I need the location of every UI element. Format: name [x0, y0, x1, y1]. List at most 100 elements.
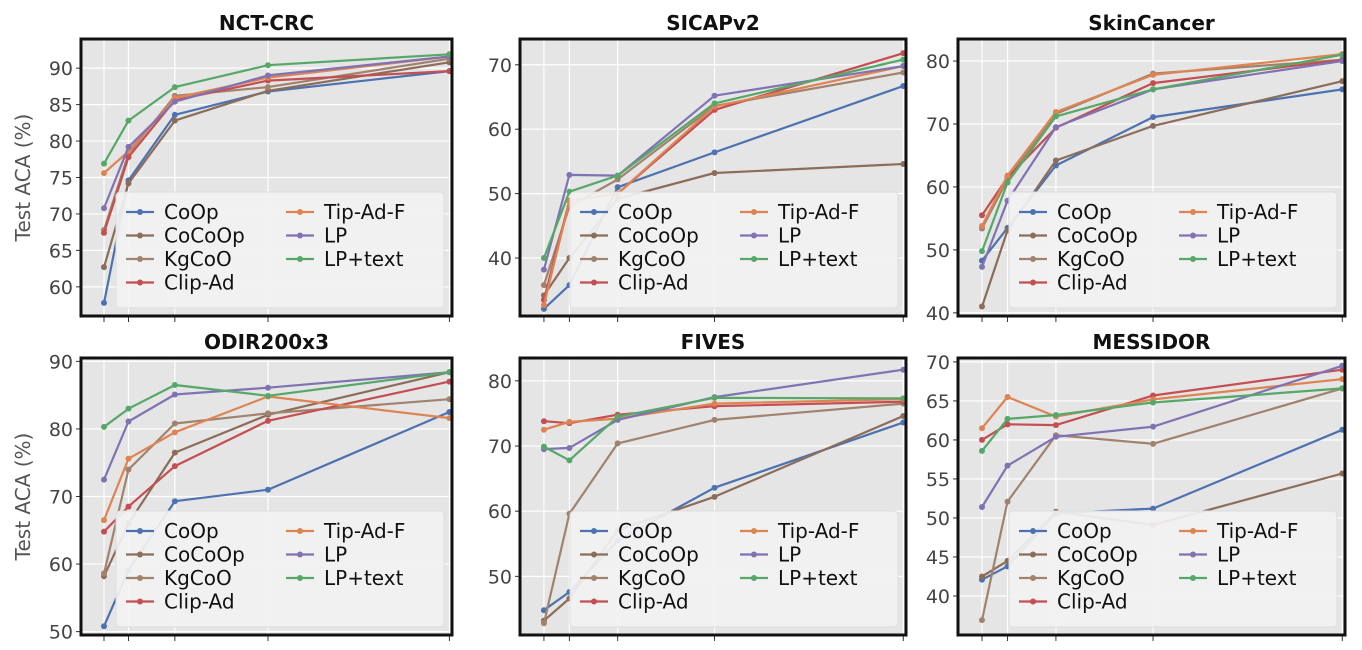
legend-marker	[137, 575, 143, 581]
legend-label: KgCoO	[164, 566, 232, 590]
legend-box	[1008, 510, 1338, 628]
data-point	[614, 184, 621, 191]
legend-marker	[137, 551, 143, 558]
y-tick-label: 80	[488, 371, 512, 393]
legend-label: CoOp	[618, 200, 673, 224]
legend-marker	[751, 232, 757, 239]
data-point	[264, 72, 271, 79]
legend-label: LP	[778, 224, 801, 248]
data-point	[711, 149, 718, 156]
y-tick-label: 90	[49, 58, 73, 80]
y-tick-label: 70	[49, 204, 73, 226]
legend-box	[569, 510, 899, 628]
data-point	[171, 449, 178, 456]
legend-marker	[1190, 575, 1196, 581]
y-tick-label: 70	[488, 436, 512, 458]
data-point	[711, 100, 718, 107]
data-point	[1004, 415, 1011, 422]
legend-label: Clip-Ad	[164, 590, 235, 614]
data-point	[1150, 80, 1157, 87]
data-point	[566, 444, 573, 451]
data-point	[1150, 86, 1157, 93]
y-tick-label: 70	[926, 352, 950, 374]
legend-label: Clip-Ad	[1057, 590, 1128, 614]
y-tick-label: 80	[926, 51, 950, 73]
legend-marker	[751, 551, 757, 558]
legend-marker	[297, 256, 303, 262]
y-tick-label: 50	[488, 184, 512, 206]
data-point	[1150, 114, 1157, 121]
legend-label: LP	[324, 543, 347, 567]
legend-box	[569, 191, 899, 309]
legend-label: KgCoO	[164, 247, 232, 271]
legend-marker	[1030, 575, 1036, 581]
data-point	[125, 117, 132, 124]
legend-marker	[1030, 279, 1036, 286]
data-point	[1150, 399, 1157, 406]
legend-marker	[297, 528, 303, 534]
data-point	[978, 303, 985, 310]
data-point	[711, 92, 718, 99]
y-tick-label: 60	[926, 430, 950, 452]
data-point	[101, 570, 108, 577]
data-point	[1004, 179, 1011, 186]
legend-marker	[137, 279, 143, 286]
data-point	[566, 457, 573, 464]
data-point	[566, 418, 573, 425]
plot-frame	[518, 356, 908, 637]
y-tick-label: 65	[49, 240, 73, 262]
legend-label: LP+text	[324, 566, 404, 590]
legend-marker	[591, 209, 597, 215]
data-point	[1150, 423, 1157, 430]
data-point	[614, 413, 621, 420]
legend-marker	[297, 575, 303, 581]
legend-marker	[591, 528, 597, 534]
legend-marker	[137, 528, 143, 534]
y-tick-label: 75	[49, 168, 73, 190]
data-point	[101, 476, 108, 483]
data-point	[1052, 157, 1059, 164]
legend-label: LP+text	[324, 247, 404, 271]
y-tick-label: 50	[49, 622, 73, 644]
data-point	[1052, 433, 1059, 440]
data-point	[125, 180, 132, 187]
data-point	[1150, 122, 1157, 129]
data-point	[978, 617, 985, 624]
data-point	[1052, 113, 1059, 120]
legend-label: Tip-Ad-F	[323, 519, 405, 543]
data-point	[101, 517, 108, 524]
data-point	[1150, 71, 1157, 78]
data-point	[101, 205, 108, 212]
data-point	[101, 160, 108, 167]
legend-label: CoCoOp	[164, 543, 245, 567]
legend-label: CoCoOp	[164, 224, 245, 248]
legend-marker	[1190, 551, 1196, 558]
legend-label: Tip-Ad-F	[1216, 200, 1298, 224]
data-point	[978, 212, 985, 219]
chart-title: FIVES	[681, 330, 746, 354]
data-point	[171, 111, 178, 118]
legend-label: Clip-Ad	[618, 590, 689, 614]
y-tick-label: 70	[926, 114, 950, 136]
data-point	[540, 255, 547, 262]
y-tick-label: 60	[488, 119, 512, 141]
y-tick-label: 90	[49, 351, 73, 373]
data-point	[264, 62, 271, 69]
data-point	[711, 416, 718, 423]
data-point	[171, 382, 178, 389]
data-point	[1004, 421, 1011, 428]
y-tick-label: 45	[926, 547, 950, 569]
data-point	[125, 503, 132, 510]
data-point	[711, 493, 718, 500]
legend-label: CoCoOp	[618, 224, 699, 248]
legend-marker	[1030, 598, 1036, 605]
y-tick-label: 80	[49, 131, 73, 153]
legend-marker	[297, 232, 303, 239]
data-point	[125, 466, 132, 473]
legend-label: KgCoO	[618, 566, 686, 590]
y-tick-label: 60	[488, 501, 512, 523]
legend-label: KgCoO	[1057, 566, 1125, 590]
legend-label: Tip-Ad-F	[777, 519, 859, 543]
data-point	[101, 264, 108, 271]
